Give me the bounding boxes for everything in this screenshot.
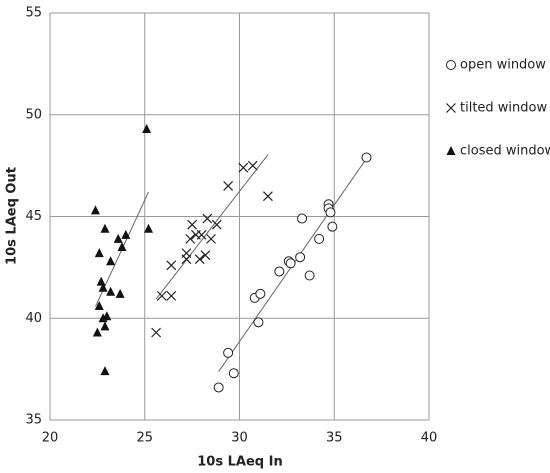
data-point — [200, 250, 211, 261]
data-point — [238, 162, 249, 173]
data-point — [325, 207, 336, 218]
legend-label: open window — [460, 58, 546, 73]
data-point — [100, 366, 110, 376]
data-point — [113, 233, 123, 243]
legend-marker — [446, 146, 456, 155]
x-tick-label: 25 — [136, 431, 153, 446]
data-point — [228, 368, 239, 379]
data-point — [92, 327, 102, 337]
data-point — [121, 229, 131, 239]
data-point — [194, 254, 205, 265]
data-point — [304, 270, 315, 281]
data-point — [117, 242, 127, 252]
data-point — [295, 252, 306, 263]
data-point — [90, 205, 100, 215]
data-point — [211, 219, 222, 230]
data-point — [202, 213, 213, 224]
data-point — [94, 248, 104, 258]
data-point — [181, 248, 192, 259]
y-tick-label: 40 — [25, 311, 42, 326]
data-point — [213, 382, 224, 393]
legend-label: tilted window — [460, 101, 547, 116]
data-point — [98, 282, 108, 292]
x-tick-label: 30 — [231, 431, 248, 446]
data-point — [223, 347, 234, 358]
data-point — [223, 181, 234, 191]
data-point — [196, 229, 207, 240]
y-tick-label: 50 — [25, 107, 42, 122]
data-point — [314, 233, 325, 244]
data-point — [106, 286, 116, 296]
data-point — [98, 313, 108, 323]
data-point — [185, 233, 196, 244]
data-point — [166, 260, 177, 271]
data-point — [166, 290, 177, 301]
data-point — [263, 191, 273, 202]
legend-label: closed window — [460, 144, 550, 159]
data-point — [187, 219, 198, 230]
data-point — [106, 256, 116, 266]
data-point — [297, 213, 308, 224]
y-tick-label: 35 — [25, 413, 42, 428]
trend-line — [155, 154, 269, 300]
data-point — [100, 223, 110, 233]
data-point — [100, 321, 110, 331]
legend-marker — [446, 103, 456, 113]
data-point — [327, 221, 338, 232]
x-axis-title: 10s LAeq In — [197, 455, 282, 470]
legend-marker — [446, 60, 456, 70]
x-tick-label: 20 — [42, 431, 59, 446]
data-point — [206, 233, 216, 244]
data-point — [156, 290, 167, 301]
data-point — [144, 223, 154, 233]
y-axis-title: 10s LAeq Out — [5, 167, 20, 265]
y-tick-label: 45 — [25, 209, 42, 224]
data-point — [274, 266, 285, 277]
data-point — [94, 301, 104, 311]
x-tick-label: 40 — [421, 431, 438, 446]
data-point — [142, 123, 152, 133]
data-point — [361, 152, 372, 163]
data-point — [255, 288, 266, 299]
data-point — [285, 258, 296, 269]
data-point — [247, 160, 258, 171]
data-point — [151, 327, 162, 338]
y-tick-label: 55 — [25, 6, 42, 21]
data-point — [253, 317, 264, 328]
x-tick-label: 35 — [326, 431, 343, 446]
data-point — [115, 288, 125, 298]
data-point — [96, 276, 106, 286]
